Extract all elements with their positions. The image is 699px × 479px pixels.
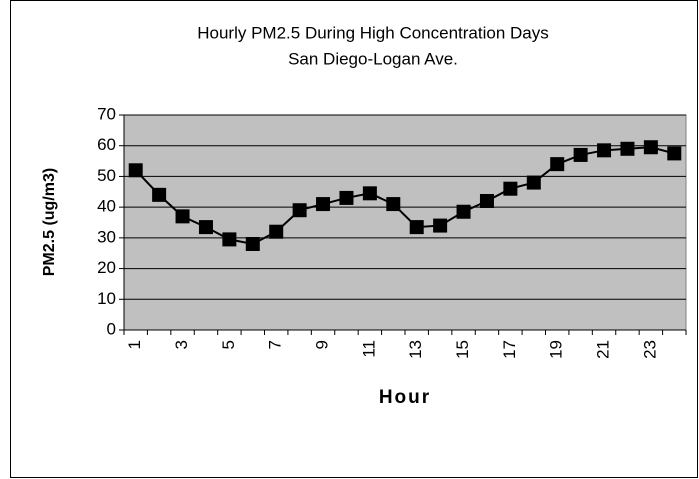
y-tick-label: 60 xyxy=(97,135,116,154)
x-tick-label: 21 xyxy=(594,340,613,359)
marker xyxy=(550,157,565,172)
marker xyxy=(479,194,494,208)
marker xyxy=(175,209,190,224)
y-tick-label: 50 xyxy=(97,166,116,185)
marker xyxy=(128,163,143,178)
x-tick-label: 15 xyxy=(453,340,472,359)
plot-area xyxy=(123,114,687,331)
marker xyxy=(667,146,682,161)
x-tick-label: 19 xyxy=(547,340,566,359)
x-tick-label: 7 xyxy=(266,340,285,349)
marker xyxy=(433,218,448,233)
marker xyxy=(643,140,658,155)
marker xyxy=(409,220,424,235)
x-tick-label: 3 xyxy=(172,340,191,349)
marker xyxy=(198,220,213,235)
marker xyxy=(620,141,635,156)
marker xyxy=(339,190,354,205)
marker xyxy=(362,186,377,201)
marker xyxy=(292,203,307,218)
y-axis-label: PM2.5 (ug/m3) xyxy=(41,168,58,276)
x-axis-label: Hour xyxy=(379,387,431,408)
y-tick-label: 20 xyxy=(97,258,116,277)
marker xyxy=(269,224,284,239)
marker xyxy=(456,204,471,219)
x-tick-label: 17 xyxy=(500,340,519,359)
x-tick-label: 23 xyxy=(640,340,659,359)
marker xyxy=(245,237,260,251)
marker xyxy=(503,181,518,196)
chart-title: Hourly PM2.5 During High Concentration D… xyxy=(197,23,549,42)
marker xyxy=(597,143,612,158)
x-tick-label: 13 xyxy=(406,340,425,359)
marker xyxy=(573,147,588,162)
x-tick-label: 11 xyxy=(359,340,378,358)
y-tick-label: 0 xyxy=(107,319,116,338)
marker xyxy=(152,187,167,202)
x-tick-label: 9 xyxy=(313,340,332,349)
y-tick-label: 40 xyxy=(97,197,116,216)
y-tick-label: 10 xyxy=(97,289,116,308)
y-tick-label: 70 xyxy=(97,104,116,123)
chart-subtitle: San Diego-Logan Ave. xyxy=(288,49,458,68)
marker xyxy=(386,197,401,212)
marker xyxy=(222,232,237,247)
x-tick-label: 5 xyxy=(219,340,238,349)
x-tick-label: 1 xyxy=(125,340,144,349)
marker xyxy=(526,175,541,190)
y-tick-label: 30 xyxy=(97,227,116,246)
marker xyxy=(316,197,331,212)
